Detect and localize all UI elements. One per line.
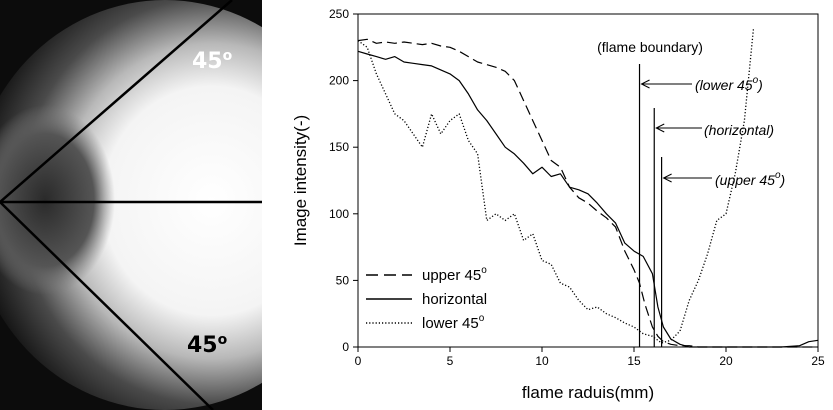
- legend-entry-label: upper 45o: [422, 265, 487, 284]
- boundary-arrowhead: [662, 173, 672, 183]
- legend-entry-label: horizontal: [422, 291, 487, 308]
- x-tick-label: 10: [535, 354, 549, 368]
- lower-angle-line: [0, 201, 214, 410]
- y-tick-label: 0: [342, 340, 349, 354]
- boundary-arrowhead: [655, 123, 665, 133]
- x-tick-label: 25: [811, 354, 825, 368]
- chart-series: [357, 27, 819, 348]
- flame-core: [0, 105, 115, 295]
- y-tick-label: 200: [329, 74, 349, 88]
- series-line-dotted: [357, 27, 755, 344]
- boundary-header: (flame boundary): [597, 39, 703, 55]
- legend-entry-label: lower 45o: [422, 313, 485, 332]
- boundary-arrowhead: [640, 79, 650, 89]
- lower-boundary-label: (lower 45o): [695, 75, 763, 93]
- y-tick-label: 100: [329, 207, 349, 221]
- y-tick-label: 250: [329, 7, 349, 21]
- x-axis-label: flame raduis(mm): [522, 383, 654, 402]
- flame-photo: 45o 45o: [0, 0, 262, 410]
- upper-boundary-label: (upper 45o): [715, 170, 785, 188]
- chart-legend: upper 45o horizontal lower 45o: [366, 265, 487, 332]
- boundary-annotations: (flame boundary) (lower 45o) (horizontal…: [597, 39, 785, 188]
- series-line-solid: [357, 50, 819, 348]
- y-tick-label: 150: [329, 140, 349, 154]
- upper-angle-line: [0, 0, 233, 203]
- upper-angle-label: 45o: [192, 48, 233, 74]
- horizontal-boundary-label: (horizontal): [704, 122, 774, 138]
- x-tick-label: 0: [355, 354, 362, 368]
- flame-boundaries: [638, 64, 712, 347]
- y-axis-label: Image intensity(-): [291, 115, 310, 246]
- plot-frame: [357, 13, 819, 348]
- flame-glow: [0, 0, 262, 410]
- y-tick-label: 50: [336, 273, 350, 287]
- x-tick-label: 20: [719, 354, 733, 368]
- lower-angle-label: 45o: [187, 332, 228, 358]
- x-tick-label: 5: [447, 354, 454, 368]
- x-tick-label: 15: [627, 354, 641, 368]
